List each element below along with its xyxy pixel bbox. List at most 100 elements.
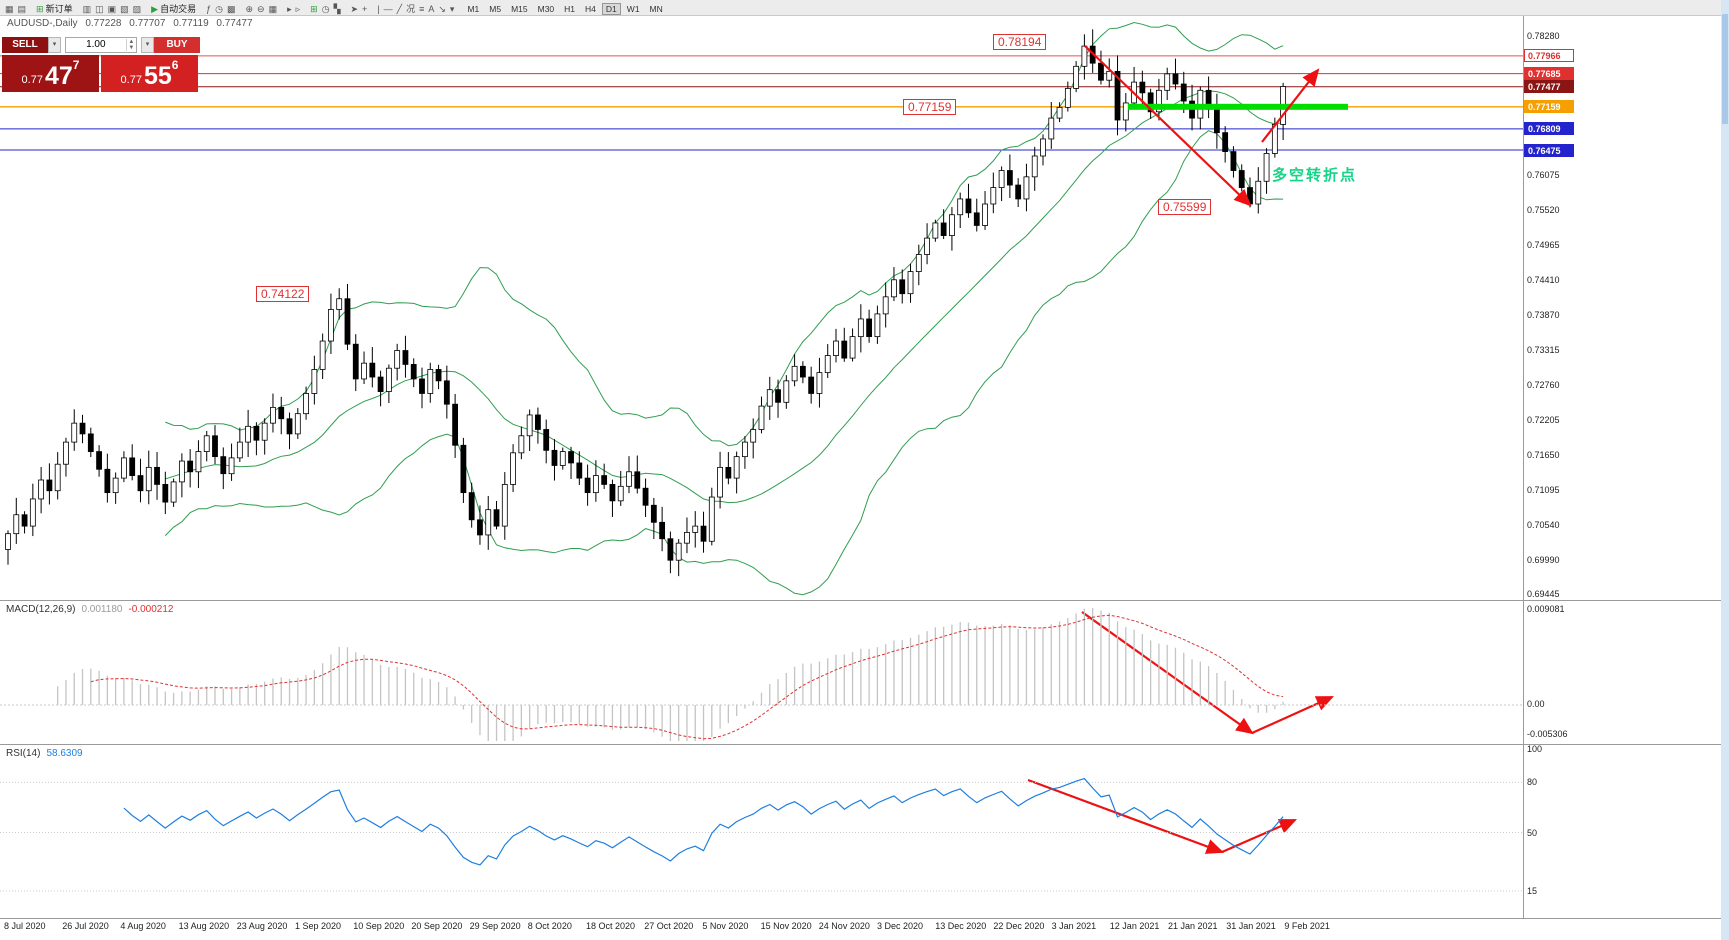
zoom-in-icon: ⊕	[245, 3, 254, 14]
main-toolbar: ▦ ▤ ⊞ 新订单 ▥ ◫ ▣ ▧ ▨ ▶ 自动交易 ƒ ◷ ▩ ⊕ ⊖ ▦ ▸ ▹ ⊞ ◷ ▚ ➤ + | — ╱ 况 ≡ A ↘ ▾ M1…	[0, 0, 1729, 16]
timeframe-button-h1[interactable]: H1	[564, 3, 576, 14]
zoom-out-icon[interactable]: ⊖	[255, 3, 267, 16]
chart-mode-icon: ▚	[333, 3, 341, 14]
templates-icon[interactable]: ▩	[225, 3, 238, 16]
buy-dropdown-icon[interactable]: ▾	[141, 36, 154, 53]
profiles-icon: ▤	[17, 3, 27, 14]
buy-price-big: 55	[143, 62, 172, 90]
new-bar-icon: ⊞	[310, 3, 318, 14]
dropdown-icon: ▾	[449, 3, 455, 14]
sell-price-big: 47	[44, 62, 73, 90]
buy-price-button[interactable]: 0.77 55 6	[101, 55, 198, 92]
macd-pane	[0, 608, 1523, 741]
strategy-tester-icon: ▨	[132, 3, 142, 14]
chart-mode-icon[interactable]: ▚	[332, 3, 343, 16]
lot-spinner[interactable]: ▲ ▼	[125, 38, 136, 51]
new-bar-icon[interactable]: ⊞	[308, 3, 320, 16]
data-window-icon[interactable]: ◫	[93, 3, 106, 16]
lot-size-input[interactable]	[66, 39, 126, 50]
auto-scroll-icon[interactable]: ▸	[285, 3, 294, 16]
crosshair-icon[interactable]: +	[360, 3, 369, 16]
horizontal-line-icon[interactable]: —	[382, 3, 395, 16]
buy-button[interactable]: BUY	[154, 36, 200, 53]
new-order-button[interactable]: ⊞ 新订单	[34, 3, 75, 16]
navigator-icon: ▣	[107, 3, 117, 14]
market-watch-icon[interactable]: ▥	[81, 3, 94, 16]
vertical-line-icon[interactable]: |	[375, 3, 381, 16]
tile-windows-icon: ▦	[268, 3, 278, 14]
data-window-icon: ◫	[95, 3, 104, 14]
cursor-icon: ➤	[350, 3, 359, 14]
new-order-button: ⊞	[36, 3, 44, 14]
trendline-icon: ╱	[396, 3, 403, 14]
bollinger-bands	[164, 21, 1284, 596]
new-chart-icon[interactable]: ▦	[3, 3, 16, 16]
chart-objects	[1027, 45, 1348, 854]
objects-list-icon: ≡	[419, 3, 425, 14]
periods-icon: ◷	[215, 3, 223, 14]
tile-windows-icon[interactable]: ▦	[267, 3, 280, 16]
zoom-in-icon[interactable]: ⊕	[244, 3, 256, 16]
timeframe-button-m15[interactable]: M15	[511, 3, 528, 14]
auto-scroll-icon: ▸	[287, 3, 292, 14]
text-icon: A	[428, 3, 435, 14]
text-icon[interactable]: A	[426, 3, 436, 16]
timeframe-button-mn[interactable]: MN	[649, 3, 663, 14]
sell-price-sup: 7	[72, 58, 80, 72]
chart-shift-icon[interactable]: ▹	[294, 3, 303, 16]
horizontal-line-icon: —	[383, 3, 393, 14]
strategy-tester-icon[interactable]: ▨	[131, 3, 144, 16]
timeframe-button-w1[interactable]: W1	[626, 3, 640, 14]
arrow-object-icon: ↘	[438, 3, 446, 14]
timeframe-button-m30[interactable]: M30	[537, 3, 555, 14]
buy-price-sup: 6	[171, 58, 179, 72]
navigator-icon[interactable]: ▣	[106, 3, 119, 16]
horizontal-level-lines	[0, 55, 1523, 151]
sell-button[interactable]: SELL	[2, 36, 48, 53]
templates-icon: ▩	[226, 3, 236, 14]
timeframe-button-m5[interactable]: M5	[489, 3, 502, 14]
rsi-pane	[0, 777, 1523, 892]
timeframe-button-d1[interactable]: D1	[601, 2, 621, 15]
one-click-trading-widget: SELL ▾ ▲▼ ▾ BUY 0.77 47 7 0.77 55 6	[2, 36, 200, 92]
timeframe-toolbar: M1 M5 M15 M30 H1 H4 D1 W1 MN	[462, 0, 667, 17]
terminal-icon[interactable]: ▧	[118, 3, 131, 16]
scrollbar-thumb[interactable]	[1722, 14, 1728, 124]
terminal-icon: ▧	[120, 3, 129, 14]
crosshair-icon: +	[362, 3, 368, 14]
profiles-icon[interactable]: ▤	[16, 3, 29, 16]
refresh-icon: ◷	[321, 3, 330, 14]
vertical-line-icon: |	[377, 3, 380, 14]
fibonacci-icon[interactable]: 况	[404, 3, 417, 16]
lot-size-field: ▲▼	[65, 36, 137, 53]
buy-price-prefix: 0.77	[120, 74, 142, 86]
autotrading-button[interactable]: ▶ 自动交易	[149, 3, 198, 16]
toolbar-icons: ▦ ▤ ⊞ 新订单 ▥ ◫ ▣ ▧ ▨ ▶ 自动交易 ƒ ◷ ▩ ⊕ ⊖ ▦ ▸ ▹ ⊞ ◷ ▚ ➤ + | — ╱ 况 ≡ A ↘ ▾	[3, 0, 462, 17]
sell-price-button[interactable]: 0.77 47 7	[2, 55, 99, 92]
new-order-button-label: 新订单	[45, 3, 73, 14]
refresh-icon[interactable]: ◷	[320, 3, 332, 16]
chart-shift-icon: ▹	[295, 3, 301, 14]
timeframe-button-m1[interactable]: M1	[467, 3, 480, 14]
sell-dropdown-icon[interactable]: ▾	[48, 36, 61, 53]
trendline-icon[interactable]: ╱	[395, 3, 404, 16]
pane-separators	[0, 15, 1729, 919]
vertical-scrollbar[interactable]	[1721, 0, 1729, 940]
arrow-object-icon[interactable]: ↘	[436, 3, 448, 16]
sell-price-prefix: 0.77	[21, 74, 43, 86]
cursor-icon[interactable]: ➤	[349, 3, 361, 16]
indicators-icon: ƒ	[206, 3, 212, 14]
zoom-out-icon: ⊖	[257, 3, 265, 14]
dropdown-icon[interactable]: ▾	[448, 3, 457, 16]
autotrading-button-label: 自动交易	[160, 3, 197, 14]
periods-icon[interactable]: ◷	[213, 3, 225, 16]
objects-list-icon[interactable]: ≡	[417, 3, 426, 16]
new-chart-icon: ▦	[5, 3, 14, 14]
timeframe-button-h4[interactable]: H4	[585, 3, 596, 14]
candles	[5, 29, 1287, 577]
market-watch-icon: ▥	[82, 3, 92, 14]
autotrading-button: ▶	[151, 3, 159, 14]
indicators-icon[interactable]: ƒ	[204, 3, 213, 16]
